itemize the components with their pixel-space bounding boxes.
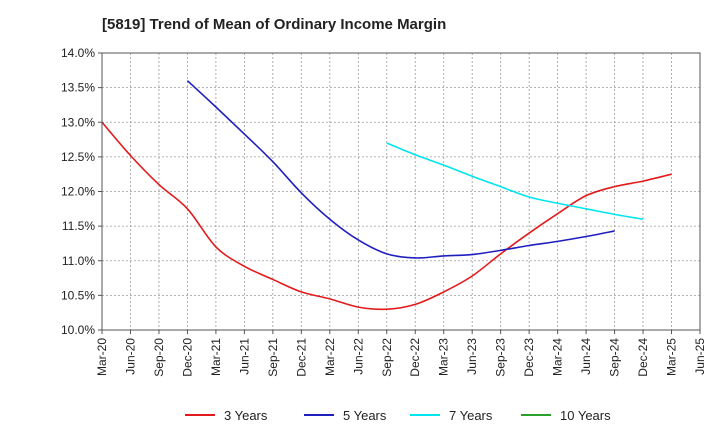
y-tick-label: 14.0% — [61, 46, 95, 60]
legend-label-3-years: 3 Years — [224, 408, 268, 423]
x-tick-label: Jun-25 — [693, 338, 707, 375]
y-tick-label: 12.5% — [61, 150, 95, 164]
x-tick-label: Mar-23 — [437, 338, 451, 376]
x-tick-label: Sep-22 — [380, 338, 394, 377]
x-tick-label: Mar-24 — [551, 338, 565, 376]
x-tick-label: Mar-25 — [665, 338, 679, 376]
x-tick-label: Jun-24 — [579, 338, 593, 375]
x-tick-label: Jun-23 — [465, 338, 479, 375]
x-tick-label: Sep-20 — [152, 338, 166, 377]
series-line-5-years — [186, 80, 615, 259]
plot-frame — [101, 52, 701, 331]
x-tick-label: Jun-20 — [123, 338, 137, 375]
y-axis: 10.0% 10.5% 11.0% 11.5% 12.0% 12.5% 13.0% 13.5%… — [61, 46, 102, 337]
legend: 3 Years 5 Years 7 Years 10 Years — [185, 408, 611, 423]
legend-label-7-years: 7 Years — [449, 408, 493, 423]
legend-label-5-years: 5 Years — [343, 408, 387, 423]
y-tick-label: 10.0% — [61, 323, 95, 337]
series-line-3-years — [101, 121, 672, 311]
x-tick-label: Mar-21 — [209, 338, 223, 376]
chart-title: [5819] Trend of Mean of Ordinary Income … — [102, 16, 447, 33]
series-line-7-years — [386, 142, 644, 220]
series-layer — [101, 80, 672, 311]
x-tick-label: Mar-20 — [95, 338, 109, 376]
x-tick-label: Sep-24 — [608, 338, 622, 377]
x-tick-label: Dec-23 — [522, 338, 536, 377]
x-tick-label: Dec-20 — [180, 338, 194, 377]
y-tick-label: 10.5% — [61, 288, 95, 302]
x-tick-label: Jun-22 — [351, 338, 365, 375]
grid-layer — [101, 52, 701, 331]
y-tick-label: 13.5% — [61, 81, 95, 95]
x-tick-label: Sep-21 — [266, 338, 280, 377]
y-tick-label: 11.5% — [62, 219, 95, 233]
x-tick-label: Dec-24 — [636, 338, 650, 377]
x-tick-label: Mar-22 — [323, 338, 337, 376]
x-axis: Mar-20 Jun-20 Sep-20 Dec-20 Mar-21 Jun-21 Sep-… — [95, 330, 707, 377]
x-tick-label: Dec-21 — [294, 338, 308, 377]
x-tick-label: Dec-22 — [408, 338, 422, 377]
x-tick-label: Jun-21 — [237, 338, 251, 375]
y-tick-label: 11.0% — [62, 254, 95, 268]
legend-label-10-years: 10 Years — [560, 408, 611, 423]
y-tick-label: 12.0% — [61, 185, 95, 199]
y-tick-label: 13.0% — [61, 115, 95, 129]
x-tick-label: Sep-23 — [494, 338, 508, 377]
